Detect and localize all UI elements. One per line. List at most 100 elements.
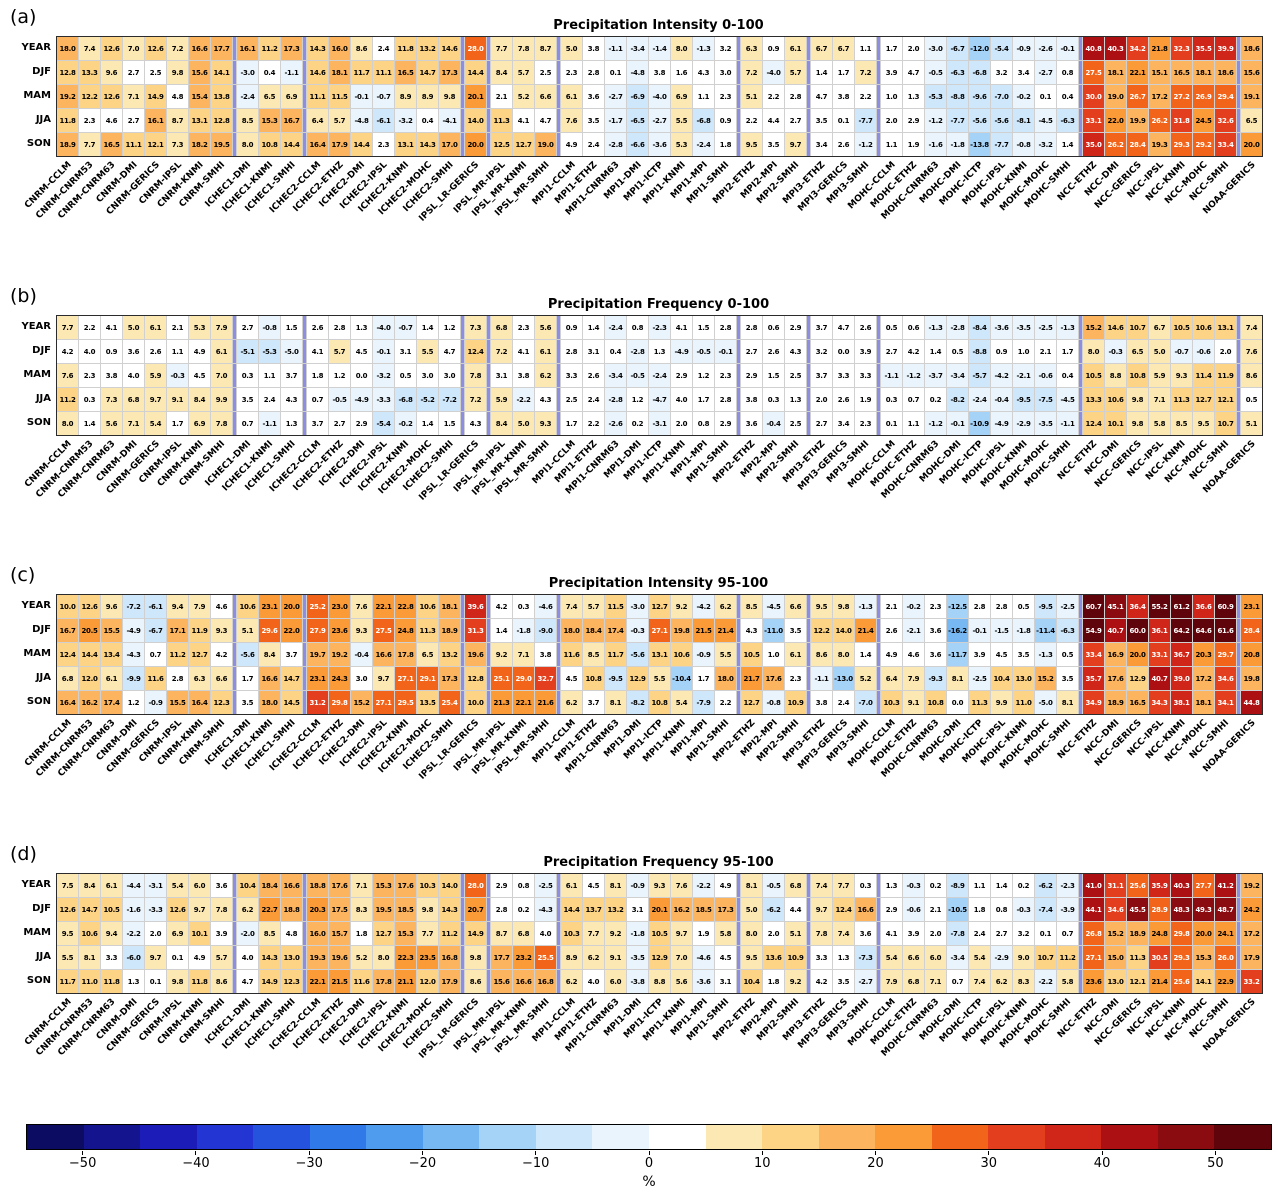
heatmap-cell: 7.4: [969, 970, 990, 993]
heatmap-cell: 1.5: [763, 364, 784, 387]
heatmap-cell: -7.9: [693, 691, 714, 714]
colorbar-tickmark: [195, 1151, 197, 1155]
heatmap-cell: 2.5: [785, 364, 806, 387]
heatmap-cell: 6.0: [605, 970, 626, 993]
heatmap-cell: 2.2: [583, 412, 604, 435]
heatmap-cell: 5.5: [57, 946, 78, 969]
heatmap-cell: 19.5: [373, 898, 394, 921]
heatmap-cell: 9.7: [189, 898, 210, 921]
heatmap-cell: -1.3: [1035, 643, 1056, 666]
heatmap-cell: 7.3: [465, 316, 486, 339]
colorbar-tick-label: −40: [182, 1156, 210, 1171]
group-separator: [737, 898, 740, 921]
heatmap-cell: 13.4: [101, 643, 122, 666]
heatmap-cell: 0.0: [833, 340, 854, 363]
heatmap-cell: -5.3: [925, 85, 946, 108]
heatmap-cell: 25.4: [439, 691, 460, 714]
group-separator: [233, 619, 236, 642]
heatmap-cell: 8.5: [583, 643, 604, 666]
group-separator: [487, 898, 490, 921]
group-separator: [461, 667, 464, 690]
heatmap-cell: 16.1: [237, 37, 258, 60]
heatmap-cell: 1.8: [969, 898, 990, 921]
heatmap-cell: 31.3: [465, 619, 486, 642]
heatmap-cell: 1.4: [417, 412, 438, 435]
heatmap-cell: 29.0: [513, 667, 534, 690]
heatmap-cell: 12.1: [1215, 388, 1236, 411]
heatmap-cell: 11.9: [189, 619, 210, 642]
group-separator: [487, 667, 490, 690]
group-separator: [461, 946, 464, 969]
heatmap-cell: 11.2: [259, 37, 280, 60]
group-separator: [303, 898, 306, 921]
heatmap-cell: 5.9: [145, 364, 166, 387]
heatmap-cell: 23.6: [1083, 970, 1104, 993]
heatmap-cell: -6.2: [763, 898, 784, 921]
heatmap-cell: 33.2: [1241, 970, 1262, 993]
heatmap-cell: 6.6: [211, 667, 232, 690]
heatmap-cell: 9.1: [605, 946, 626, 969]
heatmap-cell: 8.4: [491, 412, 512, 435]
colorbar: [26, 1124, 1272, 1150]
heatmap-cell: -2.8: [605, 133, 626, 156]
heatmap-cell: -5.0: [1035, 691, 1056, 714]
panel-b: (b) Precipitation Frequency 0-100 YEAR DJF M…: [10, 281, 1278, 560]
heatmap-cell: -12.5: [947, 595, 968, 618]
heatmap-cell: 28.0: [465, 874, 486, 897]
group-separator: [303, 946, 306, 969]
heatmap-cell: 7.6: [561, 109, 582, 132]
heatmap-cell: 14.0: [439, 874, 460, 897]
row-label: YEAR: [21, 321, 51, 332]
heatmap-cell: 1.4: [79, 412, 100, 435]
heatmap-cell: 19.6: [465, 643, 486, 666]
group-separator: [557, 667, 560, 690]
group-separator: [233, 922, 236, 945]
heatmap-cell: 10.5: [1171, 316, 1192, 339]
heatmap-cell: 15.4: [189, 85, 210, 108]
heatmap-cell: 60.0: [1127, 619, 1148, 642]
heatmap-cell: -3.4: [605, 364, 626, 387]
heatmap-cell: 12.3: [281, 970, 302, 993]
heatmap-cell: 1.7: [693, 667, 714, 690]
group-separator: [1237, 61, 1240, 84]
heatmap-cell: 8.4: [189, 388, 210, 411]
heatmap-cell: 9.8: [417, 898, 438, 921]
colorbar-segment: [988, 1125, 1045, 1149]
heatmap-cell: 12.8: [211, 109, 232, 132]
heatmap-cell: 0.4: [1057, 364, 1078, 387]
heatmap-cell: 17.6: [395, 874, 416, 897]
heatmap-cell: 2.4: [373, 37, 394, 60]
heatmap-cell: 18.9: [1105, 691, 1126, 714]
heatmap-cell: 8.6: [465, 970, 486, 993]
heatmap-cell: 3.5: [811, 109, 832, 132]
group-separator: [557, 364, 560, 387]
heatmap-cell: 4.0: [123, 364, 144, 387]
group-separator: [557, 970, 560, 993]
heatmap-cell: 7.2: [167, 37, 188, 60]
heatmap-cell: 11.3: [1127, 946, 1148, 969]
heatmap-cell: -4.3: [123, 643, 144, 666]
heatmap-cell: -2.4: [969, 388, 990, 411]
heatmap-cell: -11.7: [947, 643, 968, 666]
row-labels: YEAR DJF MAM JJA SON: [10, 315, 56, 436]
heatmap-cell: 18.1: [1105, 61, 1126, 84]
heatmap-cell: 4.1: [101, 316, 122, 339]
heatmap-cell: -5.3: [259, 340, 280, 363]
heatmap-cell: 16.7: [281, 109, 302, 132]
heatmap-cell: -3.1: [649, 412, 670, 435]
heatmap-cell: 18.4: [583, 619, 604, 642]
group-separator: [1079, 316, 1082, 339]
heatmap-cell: 20.0: [1193, 922, 1214, 945]
heatmap-cell: -7.8: [947, 922, 968, 945]
heatmap-row: 16.7 20.5 15.5 -4.9 -6.7 17.1 11.9 9.3 5.1 29.6 22…: [57, 619, 1262, 642]
heatmap-cell: -5.0: [281, 340, 302, 363]
heatmap-row: 6.8 12.0 6.1 -9.9 11.6 2.8 6.3 6.6 1.7 16.6 14.7 23…: [57, 667, 1262, 690]
heatmap-area: YEAR DJF MAM JJA SON 18.0 7.4 12.6 7.0 12.6 7.2 16.…: [10, 36, 1278, 157]
heatmap-cell: 19.6: [329, 946, 350, 969]
group-separator: [877, 316, 880, 339]
heatmap-row: 8.0 1.4 5.6 7.1 5.4 1.7 6.9 7.8 0.7 -1.1 1.3 3.7 2.7…: [57, 412, 1262, 435]
group-separator: [1079, 85, 1082, 108]
heatmap-cell: -2.2: [693, 874, 714, 897]
heatmap-cell: -0.9: [627, 874, 648, 897]
group-separator: [461, 898, 464, 921]
